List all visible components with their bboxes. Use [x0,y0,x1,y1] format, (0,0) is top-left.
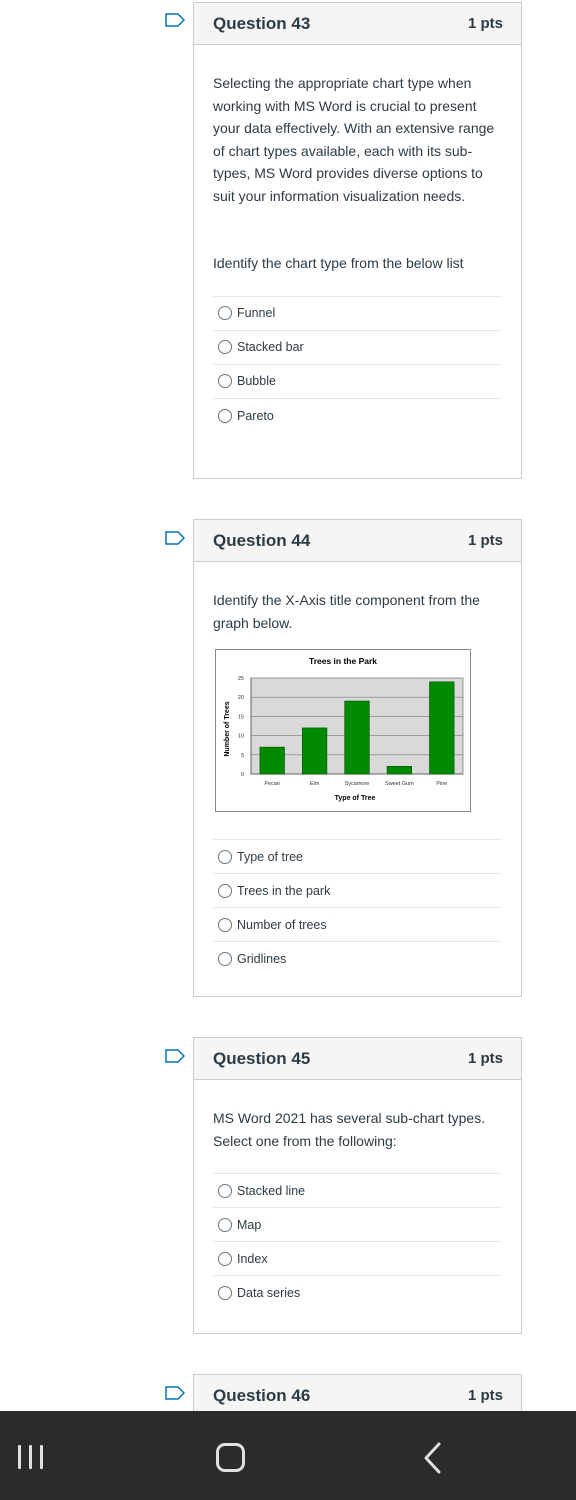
answer-label: Stacked line [237,1183,306,1198]
chart-y-tick-label: 10 [238,734,244,740]
answer-option[interactable]: Number of trees [213,908,502,942]
chart-bar [429,681,455,775]
radio-circle-icon[interactable] [218,1251,232,1266]
question-text: Identify the X-Axis title component from… [213,592,480,631]
radio-circle-icon[interactable] [218,952,232,966]
chart-x-tick-label: Pecan [264,781,280,787]
chart-bar [344,700,370,775]
answer-option[interactable]: Stacked line [213,1174,502,1208]
chart-x-tick-label: Elm [310,781,320,787]
radio-circle-icon[interactable] [218,340,232,354]
question-points: 1 pts [467,1050,503,1067]
question-43-card: Question 43 1 pts Selecting the appropri… [193,2,522,479]
question-points: 1 pts [467,532,503,549]
answer-label: Trees in the park [237,883,331,898]
radio-circle-icon[interactable] [218,883,232,898]
recent-apps-icon[interactable] [18,1445,44,1469]
answer-label: Funnel [237,306,276,320]
radio-circle-icon[interactable] [218,374,232,388]
question-title: Question 44 [213,530,311,550]
answer-label: Gridlines [237,952,287,966]
chart-y-axis-title: Number of Trees [224,701,231,756]
answer-option[interactable]: Type of tree [213,840,502,874]
question-44-card: Question 44 1 pts Identify the X-Axis ti… [193,519,522,997]
question-45-header: Question 45 1 pts [194,1038,521,1080]
chart-title: Trees in the Park [309,656,377,666]
answer-option[interactable]: Pareto [213,399,502,433]
chart-bar [302,727,328,775]
flag-question-44-icon[interactable] [165,531,185,545]
chart-x-tick-label: Sycamore [345,781,370,787]
answer-list: Stacked line Map Index Data series [213,1173,502,1310]
answer-option[interactable]: Index [213,1242,502,1276]
flag-question-43-icon[interactable] [165,13,185,27]
answer-label: Bubble [237,374,276,388]
chart-bar [386,766,412,775]
chart-y-tick-label: 25 [238,676,244,682]
chart-bar [259,746,285,775]
answer-option[interactable]: Gridlines [213,942,502,976]
flag-question-46-icon[interactable] [165,1386,185,1400]
answer-label: Index [237,1251,268,1266]
question-title: Question 45 [213,1048,311,1068]
question-44-header: Question 44 1 pts [194,520,521,562]
question-45-card: Question 45 1 pts MS Word 2021 has sever… [193,1037,522,1334]
chart-y-tick-label: 15 [238,714,244,720]
flag-question-45-icon[interactable] [165,1049,185,1063]
answer-option[interactable]: Funnel [213,297,502,331]
radio-circle-icon[interactable] [218,917,232,932]
answer-list: Funnel Stacked bar Bubble Pareto [213,295,502,433]
chart-x-tick-label: Sweet Gum [385,781,414,787]
question-43-header: Question 43 1 pts [194,3,521,45]
question-points: 1 pts [467,15,503,32]
home-icon[interactable] [216,1443,245,1472]
radio-circle-icon[interactable] [218,1286,232,1300]
answer-option[interactable]: Trees in the park [213,874,502,908]
answer-label: Map [237,1217,262,1232]
chart-y-tick-label: 5 [241,753,244,759]
chart-y-tick-label: 20 [238,695,244,701]
question-46-header: Question 46 1 pts [194,1375,521,1417]
answer-option[interactable]: Data series [213,1276,502,1310]
chart-y-tick-label: 0 [241,772,244,778]
question-text: Selecting the appropriate chart type whe… [213,75,495,204]
chart-x-axis-title: Type of Tree [335,795,376,802]
answer-label: Pareto [237,408,274,423]
radio-circle-icon[interactable] [218,1217,232,1232]
answer-label: Stacked bar [237,340,304,354]
question-points: 1 pts [467,1387,503,1404]
answer-list: Type of tree Trees in the park Number of… [213,839,502,976]
answer-label: Type of tree [237,849,304,864]
radio-circle-icon[interactable] [218,306,232,320]
radio-circle-icon[interactable] [218,1183,232,1198]
system-navigation-bar [0,1411,576,1500]
answer-label: Number of trees [237,917,327,932]
question-prompt: Identify the chart type from the below l… [213,255,464,271]
answer-option[interactable]: Map [213,1208,502,1242]
radio-circle-icon[interactable] [218,849,232,864]
question-title: Question 43 [213,13,311,33]
answer-option[interactable]: Stacked bar [213,331,502,365]
answer-option[interactable]: Bubble [213,365,502,399]
question-text: MS Word 2021 has several sub-chart types… [213,1110,486,1149]
chart-x-tick-label: Pine [436,781,447,787]
question-title: Question 46 [213,1385,311,1405]
back-icon[interactable] [423,1442,443,1474]
radio-circle-icon[interactable] [218,408,232,423]
trees-bar-chart: Trees in the Park Number of Trees Type o… [215,649,471,812]
answer-label: Data series [237,1286,301,1300]
